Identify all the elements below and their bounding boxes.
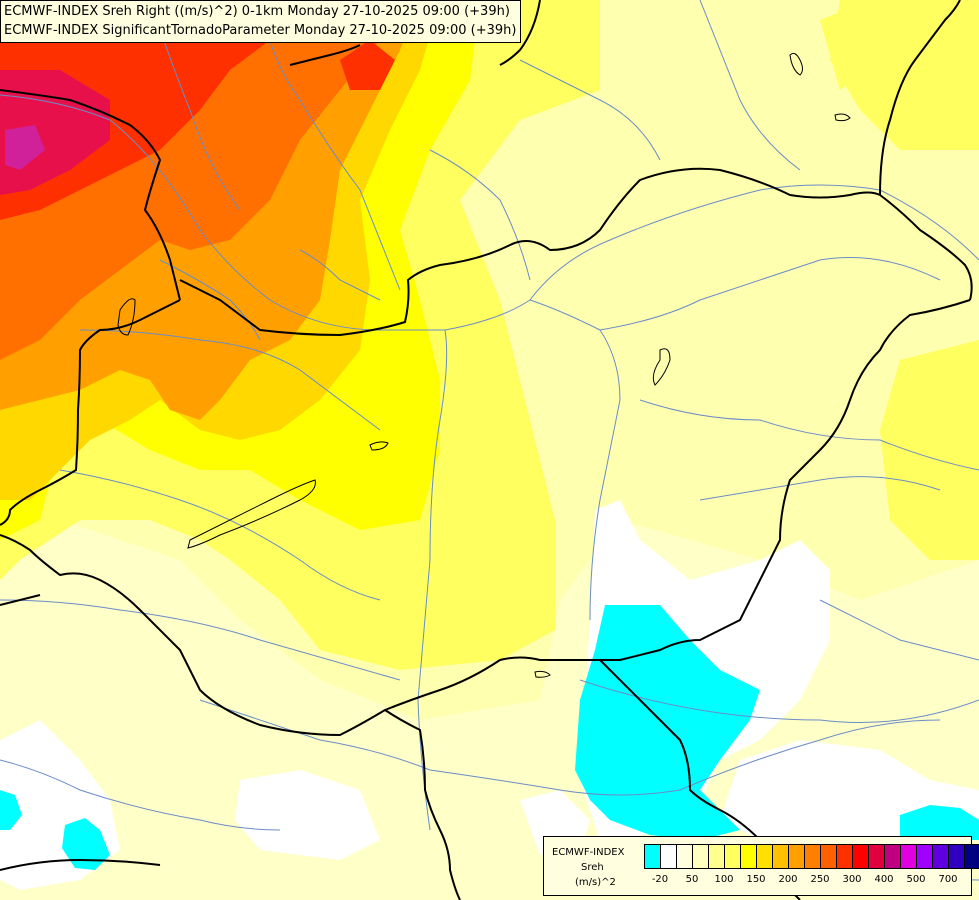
- legend-swatches: [644, 844, 979, 869]
- lake-small-4: [834, 113, 851, 122]
- field-cyan-se: [900, 805, 979, 840]
- legend-swatch: [869, 845, 885, 868]
- legend-swatch: [757, 845, 773, 868]
- map-title-box: ECMWF-INDEX Sreh Right ((m/s)^2) 0-1km M…: [0, 0, 522, 43]
- legend-swatch: [741, 845, 757, 868]
- legend-tick-label: 400: [874, 874, 894, 885]
- field-red-patch: [340, 40, 395, 90]
- legend-swatch: [965, 845, 979, 868]
- legend-swatch: [645, 845, 661, 868]
- field-cyan-center: [575, 605, 760, 840]
- lake-neusiedl: [117, 298, 136, 336]
- legend-tick-label: -20: [651, 874, 669, 885]
- legend-tick-label: 200: [778, 874, 798, 885]
- legend-swatch: [677, 845, 693, 868]
- legend-tick-label: 100: [714, 874, 734, 885]
- legend-swatch: [773, 845, 789, 868]
- legend-swatch: [933, 845, 949, 868]
- legend-tick-label: 500: [906, 874, 926, 885]
- legend-swatch: [853, 845, 869, 868]
- legend-swatch: [821, 845, 837, 868]
- legend-tick-label: 300: [842, 874, 862, 885]
- legend-tick-label: 150: [746, 874, 766, 885]
- rivers: [0, 0, 979, 881]
- legend-variable: Sreh: [581, 862, 604, 873]
- legend-swatch: [901, 845, 917, 868]
- legend-ticks: -20 50 100 150 200 250 300 400 500 700: [644, 874, 966, 888]
- lake-small-3: [789, 52, 803, 76]
- legend-tick-label: 700: [938, 874, 958, 885]
- legend-swatch: [949, 845, 965, 868]
- field-yellow-ne2: [820, 0, 880, 90]
- lake-small-1: [369, 441, 389, 451]
- color-legend: ECMWF-INDEX Sreh (m/s)^2 -20 50 100 150 200 2…: [543, 836, 979, 896]
- lakes: [117, 52, 851, 678]
- legend-swatch: [709, 845, 725, 868]
- title-line-1: ECMWF-INDEX Sreh Right ((m/s)^2) 0-1km M…: [4, 4, 510, 19]
- legend-swatch: [917, 845, 933, 868]
- legend-swatch: [725, 845, 741, 868]
- lake-small-5: [534, 670, 551, 678]
- legend-tick-label: 250: [810, 874, 830, 885]
- legend-swatch: [661, 845, 677, 868]
- legend-swatch: [789, 845, 805, 868]
- lake-balaton: [187, 479, 316, 549]
- legend-swatch: [885, 845, 901, 868]
- field-magenta: [5, 125, 45, 170]
- title-line-2: ECMWF-INDEX SignificantTornadoParameter …: [4, 23, 517, 38]
- field-cyan-sw2: [0, 790, 22, 830]
- legend-swatch: [805, 845, 821, 868]
- legend-swatch: [693, 845, 709, 868]
- field-yellow-e: [880, 340, 979, 560]
- legend-title: ECMWF-INDEX: [552, 847, 625, 858]
- field-cyan-sw1: [62, 818, 110, 870]
- legend-tick-label: 50: [685, 874, 699, 885]
- lake-small-2: [652, 348, 671, 386]
- legend-swatch: [837, 845, 853, 868]
- field-white-sw1: [235, 770, 380, 860]
- legend-unit: (m/s)^2: [575, 877, 616, 888]
